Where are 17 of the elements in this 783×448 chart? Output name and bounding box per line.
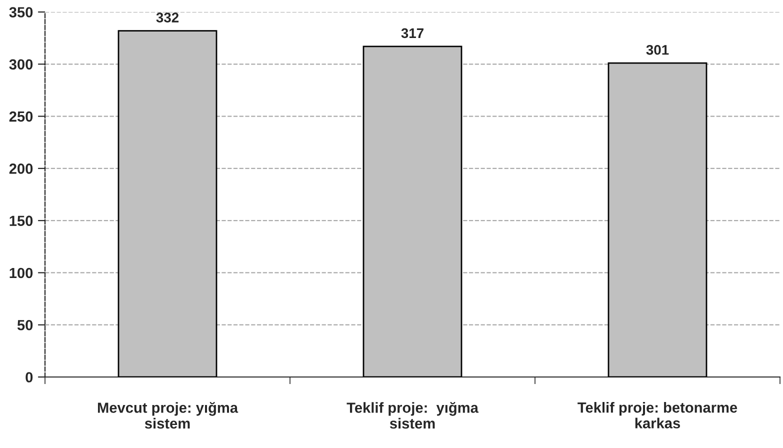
y-tick-label: 100 — [10, 268, 33, 278]
x-tick-label: Teklif proje: yığma sistem — [346, 402, 479, 429]
data-label: 301 — [646, 44, 669, 55]
y-tick-label: 350 — [9, 7, 33, 18]
bar — [608, 62, 708, 377]
y-tick-label: 300 — [9, 59, 33, 70]
y-tick-label: 50 — [17, 320, 33, 330]
x-tick-label: Mevcut proje: yığma sistem — [98, 402, 238, 429]
y-tick-label: 250 — [9, 111, 33, 122]
y-tick-label: 0 — [26, 372, 33, 382]
y-tick-label: 200 — [9, 164, 33, 174]
bar — [362, 46, 462, 377]
data-label: 317 — [401, 28, 424, 38]
y-tick-label: 150 — [10, 216, 33, 226]
data-label: 332 — [156, 12, 179, 22]
bar — [118, 30, 218, 377]
x-tick-label: Teklif proje: betonarme karkas — [578, 402, 738, 428]
